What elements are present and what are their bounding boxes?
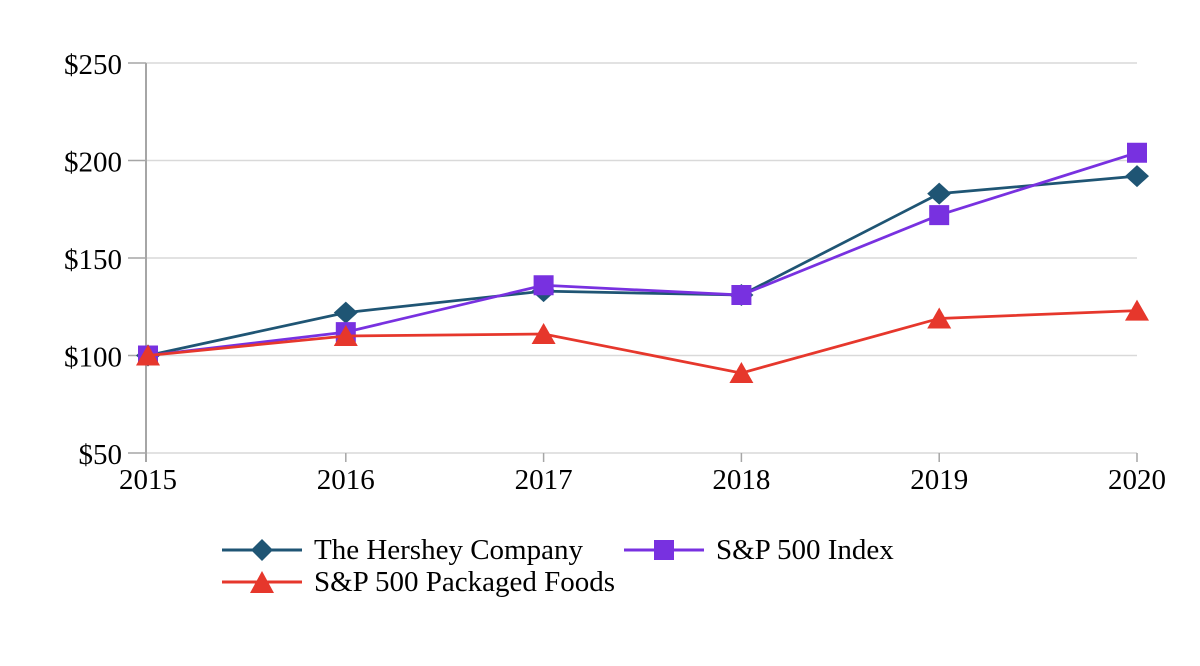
performance-line-chart: $50 $100 $150 $200 $250 2015 2016 2017 2018 2019 2…	[64, 49, 1166, 496]
x-tick-label-2015: 2015	[119, 464, 177, 496]
diamond-marker-the-hershey-company-2016	[333, 301, 358, 324]
square-marker-s-p-500-index-2018	[731, 285, 752, 306]
triangle-marker-s-p-500-packaged-foods-2019	[927, 307, 952, 329]
triangle-marker-s-p-500-packaged-foods-2020	[1125, 299, 1149, 321]
legend-item-hershey: The Hershey Company	[220, 533, 622, 566]
legend-item-sp500: S&P 500 Index	[622, 533, 894, 566]
series-line-the-hershey-company	[147, 174, 1138, 357]
y-tick-label-150: $150	[64, 244, 122, 276]
x-tick-label-2016: 2016	[317, 464, 375, 496]
series-line-s-p-500-packaged-foods	[147, 309, 1138, 375]
x-tick-label-2020: 2020	[1108, 464, 1166, 496]
x-tick-label-2018: 2018	[712, 464, 770, 496]
square-marker-s-p-500-index-2017	[533, 275, 554, 296]
square-marker-s-p-500-index-2020	[1127, 142, 1147, 163]
y-tick-label-200: $200	[64, 147, 122, 179]
diamond-marker-the-hershey-company-2019	[927, 182, 952, 205]
triangle-marker-s-p-500-packaged-foods-2018	[729, 362, 754, 384]
legend-label-hershey: The Hershey Company	[314, 533, 583, 566]
square-marker-icon	[624, 540, 704, 560]
legend-label-packaged-foods: S&P 500 Packaged Foods	[314, 565, 616, 598]
legend-item-packaged-foods: S&P 500 Packaged Foods	[220, 565, 622, 598]
legend-label-sp500: S&P 500 Index	[716, 533, 894, 566]
x-tick-label-2019: 2019	[910, 464, 968, 496]
y-tick-label-250: $250	[64, 49, 122, 81]
x-tick-label-2017: 2017	[515, 464, 573, 496]
square-marker-s-p-500-index-2019	[929, 205, 950, 226]
y-tick-label-50: $50	[79, 439, 123, 471]
triangle-marker-s-p-500-packaged-foods-2015	[136, 344, 160, 366]
diamond-marker-icon	[222, 539, 302, 561]
series-line-s-p-500-index	[147, 151, 1138, 357]
triangle-marker-icon	[222, 571, 302, 593]
diamond-marker-the-hershey-company-2020	[1125, 165, 1149, 188]
y-tick-label-100: $100	[64, 342, 122, 374]
triangle-marker-s-p-500-packaged-foods-2017	[531, 323, 556, 345]
triangle-marker-s-p-500-packaged-foods-2016	[333, 325, 358, 346]
chart-legend: The Hershey Company S&P 500 Index S&P 50…	[220, 534, 894, 598]
